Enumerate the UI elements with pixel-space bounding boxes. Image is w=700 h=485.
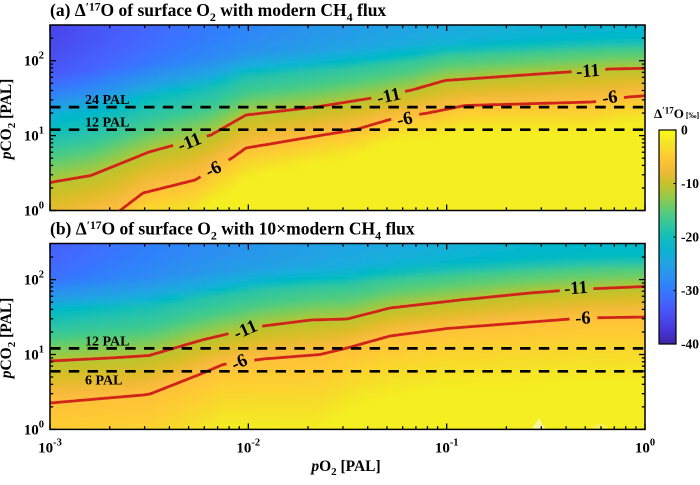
svg-text:-6: -6 — [228, 350, 250, 375]
svg-text:6 PAL: 6 PAL — [85, 373, 122, 388]
svg-text:-30: -30 — [681, 283, 699, 298]
svg-text:-10: -10 — [681, 176, 699, 191]
svg-text:-11: -11 — [575, 61, 600, 83]
svg-text:-6: -6 — [601, 87, 619, 109]
svg-text:-20: -20 — [681, 230, 699, 245]
svg-text:0: 0 — [681, 123, 688, 138]
svg-text:24 PAL: 24 PAL — [85, 93, 129, 108]
svg-text:pCO2 [PAL]: pCO2 [PAL] — [0, 79, 18, 162]
svg-text:(a) Δ′17O of surface O2 with m: (a) Δ′17O of surface O2 with modern CH4 … — [50, 0, 386, 24]
svg-text:-40: -40 — [681, 337, 699, 352]
svg-text:-6: -6 — [575, 308, 591, 329]
svg-text:-11: -11 — [563, 278, 588, 300]
svg-text:-6: -6 — [395, 108, 415, 131]
svg-text:12 PAL: 12 PAL — [85, 116, 129, 131]
svg-text:12 PAL: 12 PAL — [85, 334, 129, 349]
svg-text:pCO2 [PAL]: pCO2 [PAL] — [0, 298, 18, 381]
svg-text:pO2 [PAL]: pO2 [PAL] — [309, 458, 380, 478]
